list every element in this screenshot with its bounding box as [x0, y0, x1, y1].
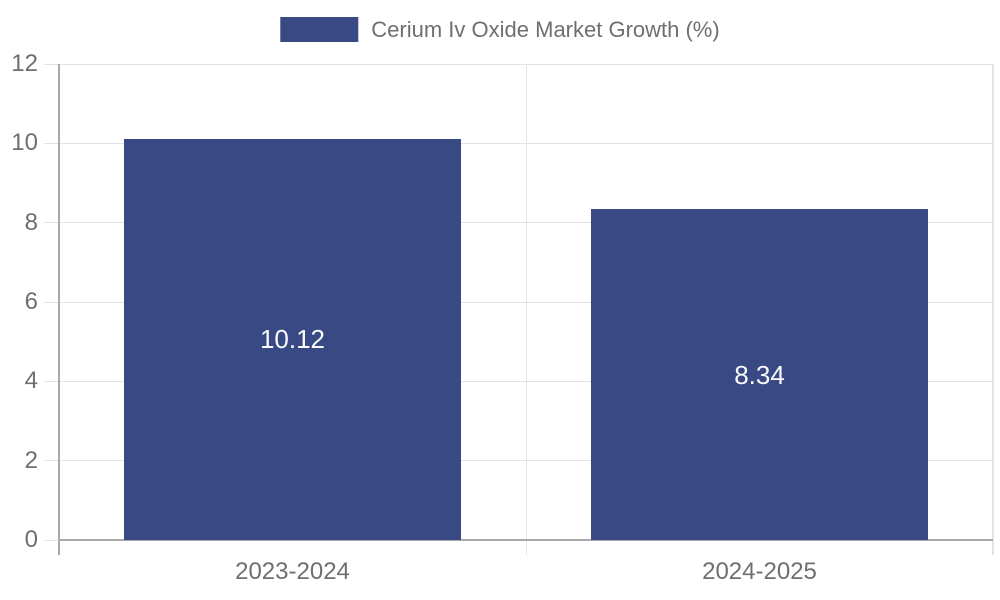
y-tick-mark [44, 222, 59, 224]
y-tick-label: 2 [24, 446, 38, 474]
y-tick-label: 0 [24, 526, 38, 553]
legend: Cerium Iv Oxide Market Growth (%) [280, 17, 720, 42]
x-axis-line [59, 539, 993, 541]
legend-label: Cerium Iv Oxide Market Growth (%) [371, 17, 720, 42]
y-tick-label: 8 [24, 208, 38, 236]
right-spine [992, 64, 994, 555]
bar-value-label: 10.12 [259, 324, 326, 355]
legend-swatch [280, 17, 359, 42]
bar-value-label: 8.34 [734, 359, 785, 390]
x-tick-label: 2023-2024 [235, 558, 350, 585]
y-tick-mark [44, 301, 59, 303]
y-tick-mark [44, 142, 59, 144]
left-spine [58, 64, 60, 555]
y-tick-mark [44, 460, 59, 462]
bar [591, 209, 928, 540]
y-tick-label: 12 [11, 50, 38, 77]
y-tick-mark [44, 539, 59, 541]
x-tick-label: 2024-2025 [702, 558, 817, 585]
y-tick-label: 4 [24, 367, 38, 395]
bar [124, 138, 461, 540]
y-tick-label: 10 [11, 129, 38, 157]
y-tick-mark [44, 63, 59, 65]
y-tick-mark [44, 380, 59, 382]
category-boundary-gridline [525, 64, 527, 555]
y-tick-label: 6 [24, 288, 38, 315]
plot-area: 0 2 4 6 8 10 12 10.12 2023-2024 8.34 2024-2025 [11, 52, 994, 585]
